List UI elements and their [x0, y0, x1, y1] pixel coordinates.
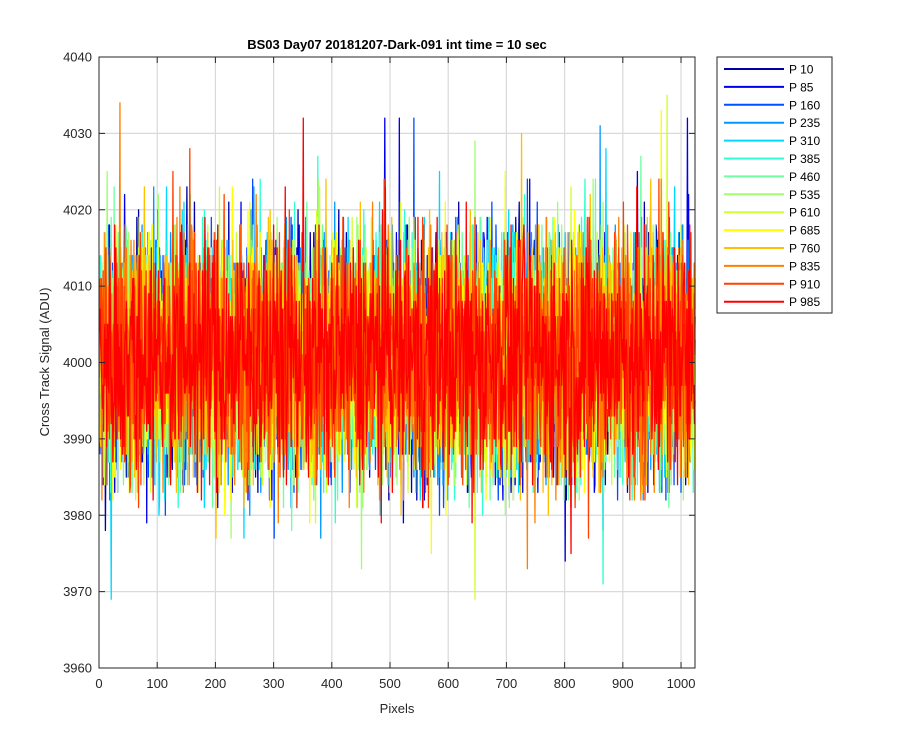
y-tick-label: 3980	[63, 508, 92, 523]
legend-label: P 610	[789, 206, 820, 220]
y-axis-label: Cross Track Signal (ADU)	[37, 288, 52, 437]
y-tick-label: 4000	[63, 355, 92, 370]
x-axis-label: Pixels	[380, 701, 415, 716]
y-tick-label: 4030	[63, 126, 92, 141]
x-tick-label: 400	[321, 676, 343, 691]
x-tick-label: 800	[554, 676, 576, 691]
y-tick-label: 4010	[63, 279, 92, 294]
series-line-p985	[98, 117, 696, 555]
legend: P 10 P 85 P 160 P 235 P 310 P 385 P 460 P 535 P …	[716, 56, 833, 314]
x-tick-label: 500	[379, 676, 401, 691]
legend-label: P 235	[789, 116, 820, 130]
legend-label: P 460	[789, 170, 820, 184]
x-tick-label: 100	[146, 676, 168, 691]
legend-label: P 985	[789, 295, 820, 309]
series-group	[98, 94, 696, 600]
legend-label: P 310	[789, 134, 820, 148]
x-tick-label: 1000	[667, 676, 696, 691]
legend-label: P 685	[789, 224, 820, 238]
y-tick-label: 4040	[63, 50, 92, 65]
legend-label: P 10	[789, 63, 814, 77]
legend-label: P 85	[789, 80, 814, 94]
legend-label: P 160	[789, 98, 820, 112]
x-tick-label: 900	[612, 676, 634, 691]
x-tick-label: 700	[496, 676, 518, 691]
x-tick-label: 200	[205, 676, 227, 691]
x-tick-label: 0	[95, 676, 102, 691]
x-tick-label: 600	[437, 676, 459, 691]
legend-label: P 760	[789, 242, 820, 256]
y-tick-label: 3990	[63, 431, 92, 446]
legend-label: P 535	[789, 188, 820, 202]
y-tick-label: 4020	[63, 202, 92, 217]
y-tick-label: 3960	[63, 661, 92, 676]
chart-title: BS03 Day07 20181207-Dark-091 int time = …	[247, 37, 547, 52]
legend-box	[716, 56, 833, 314]
legend-label: P 835	[789, 259, 820, 273]
y-tick-label: 3970	[63, 584, 92, 599]
legend-label: P 385	[789, 152, 820, 166]
x-tick-label: 300	[263, 676, 285, 691]
y-axis: 3960 3970 3980 3990 4000 4010 4020 4030 4040	[63, 50, 695, 676]
x-axis: 0 100 200 300 400 500 600 700 800 900 1000	[95, 57, 695, 691]
legend-label: P 910	[789, 277, 820, 291]
